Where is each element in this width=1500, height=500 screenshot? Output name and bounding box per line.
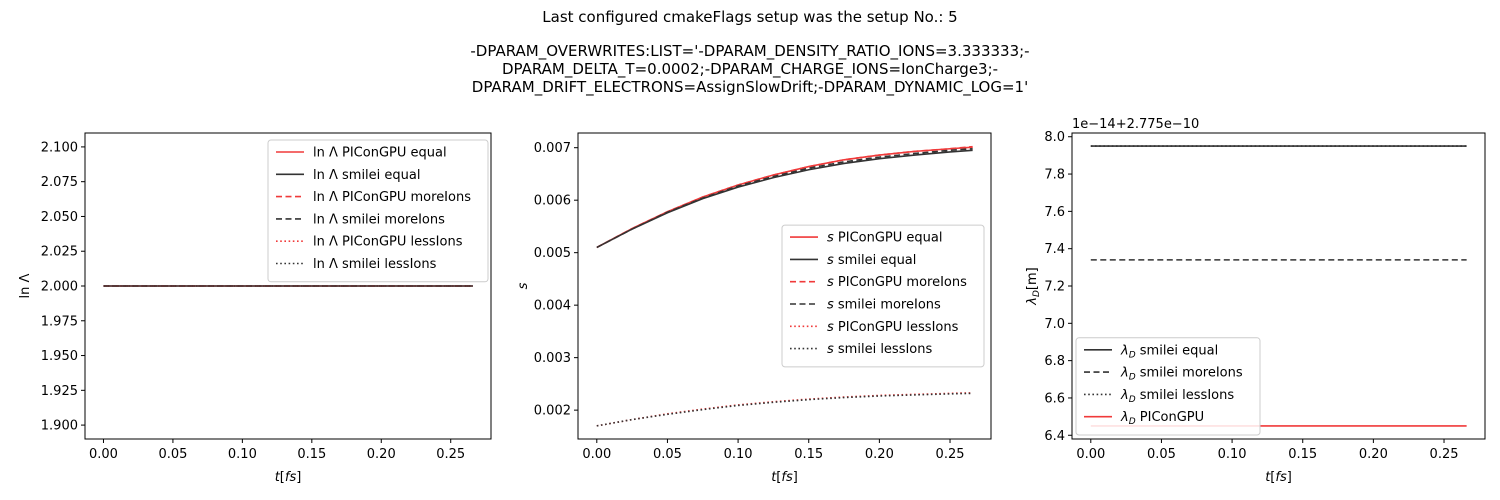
axis-offset-text: 1e−14+2.775e−10 (1072, 117, 1199, 132)
chart-panel-1: 0.00 0.05 0.10 0.15 0.20 0.25 1.900 1.925 1.950 1… (18, 132, 492, 485)
y-tick-label: 0.006 (534, 194, 571, 209)
y-tick-label: 2.100 (41, 140, 78, 155)
x-tick-label: 0.20 (1359, 447, 1388, 462)
x-tick-label: 0.15 (1288, 447, 1317, 462)
legend-entry-label: s PIConGPU moreIons (827, 275, 967, 290)
x-tick-label: 0.00 (1076, 447, 1105, 462)
x-axis-label: t[fs] (275, 470, 302, 485)
y-axis-label: λD[m] (1025, 267, 1042, 305)
legend: λD smilei equal λD smilei moreIons λD smil… (1075, 337, 1261, 436)
y-tick-label: 1.975 (41, 314, 78, 329)
x-tick-label: 0.10 (724, 447, 753, 462)
x-tick-label: 0.20 (367, 447, 396, 462)
y-tick-label: 2.000 (41, 280, 78, 295)
y-tick-label: 7.4 (1044, 242, 1065, 257)
legend-entry-label: s PIConGPU lessIons (827, 320, 959, 335)
legend: s PIConGPU equal s smilei equal s PIConGPU… (781, 224, 985, 368)
y-tick-label: 1.900 (41, 419, 78, 434)
subtitle-line: -DPARAM_OVERWRITES:LIST='-DPARAM_DENSITY… (470, 42, 1030, 60)
legend-entry-label: s smilei equal (827, 253, 916, 268)
legend: ln Λ PIConGPU equal ln Λ smilei equal ln Λ… (267, 139, 489, 283)
x-tick-label: 0.10 (228, 447, 257, 462)
legend-entry-label: ln Λ smilei equal (313, 168, 420, 183)
y-tick-label: 0.007 (534, 141, 571, 156)
x-tick-label: 0.00 (89, 447, 118, 462)
y-tick-label: 7.2 (1044, 280, 1065, 295)
y-tick-label: 6.6 (1044, 391, 1065, 406)
y-tick-label: 1.925 (41, 384, 78, 399)
x-axis-label: t[fs] (771, 470, 798, 485)
y-tick-label: 0.004 (534, 299, 571, 314)
legend-entry-label: ln Λ PIConGPU moreIons (313, 190, 471, 205)
y-tick-label: 0.005 (534, 246, 571, 261)
figure-subtitle: -DPARAM_OVERWRITES:LIST='-DPARAM_DENSITY… (0, 42, 1500, 96)
x-tick-label: 0.05 (1147, 447, 1176, 462)
y-tick-label: 6.8 (1044, 354, 1065, 369)
legend-entry-label: ln Λ PIConGPU lessIons (313, 235, 463, 250)
legend-box (1075, 337, 1261, 436)
x-tick-label: 0.15 (794, 447, 823, 462)
series-group (596, 145, 973, 427)
series-line-5 (596, 392, 973, 427)
subtitle-line: DPARAM_DELTA_T=0.0002;-DPARAM_CHARGE_ION… (501, 60, 999, 78)
legend-box (781, 224, 985, 368)
x-tick-label: 0.25 (936, 447, 965, 462)
y-axis-label: ln Λ (18, 273, 33, 298)
y-tick-label: 7.8 (1044, 168, 1065, 183)
legend-box (267, 139, 489, 283)
y-tick-label: 6.4 (1044, 429, 1065, 444)
y-tick-label: 7.0 (1044, 317, 1065, 332)
x-tick-label: 0.25 (436, 447, 465, 462)
y-tick-label: 0.003 (534, 351, 571, 366)
series-line-6 (596, 392, 973, 427)
figure-title: Last configured cmakeFlags setup was the… (542, 8, 958, 26)
x-tick-label: 0.15 (297, 447, 326, 462)
y-tick-label: 2.075 (41, 175, 78, 190)
axes-frame (577, 132, 992, 440)
x-tick-label: 0.25 (1430, 447, 1459, 462)
x-tick-label: 0.10 (1218, 447, 1247, 462)
subtitle-line: DPARAM_DRIFT_ELECTRONS=AssignSlowDrift;-… (471, 78, 1029, 96)
chart-panel-3: 0.00 0.05 0.10 0.15 0.20 0.25 6.4 6.6 6.8 7.0 7.2 7… (1025, 117, 1486, 485)
x-tick-label: 0.00 (582, 447, 611, 462)
legend-entry-label: λD smilei moreIons (1120, 366, 1243, 383)
legend-entry-label: s smilei moreIons (827, 298, 941, 313)
legend-entry-label: ln Λ smilei lessIons (313, 257, 437, 272)
legend-entry-label: λD PIConGPU (1120, 410, 1204, 427)
legend-entry-label: s PIConGPU equal (827, 231, 943, 246)
x-tick-label: 0.20 (865, 447, 894, 462)
legend-entry-label: λD smilei equal (1120, 343, 1218, 360)
legend-entry-label: λD smilei lessIons (1120, 388, 1234, 405)
y-tick-label: 8.0 (1044, 130, 1065, 145)
legend-entry-label: s smilei lessIons (827, 342, 932, 357)
y-tick-label: 0.002 (534, 404, 571, 419)
series-line-3 (596, 145, 973, 249)
y-tick-label: 2.025 (41, 245, 78, 260)
x-tick-label: 0.05 (653, 447, 682, 462)
x-tick-label: 0.05 (158, 447, 187, 462)
chart-panel-2: 0.00 0.05 0.10 0.15 0.20 0.25 0.002 0.003 0.004 0… (516, 132, 992, 485)
legend-entry-label: ln Λ smilei moreIons (313, 212, 445, 227)
legend-entry-label: ln Λ PIConGPU equal (313, 146, 447, 161)
y-axis-label: s (516, 282, 531, 289)
series-line-4 (596, 147, 973, 249)
y-tick-label: 1.950 (41, 349, 78, 364)
y-tick-label: 2.050 (41, 210, 78, 225)
y-tick-label: 7.6 (1044, 205, 1065, 220)
x-axis-label: t[fs] (1265, 470, 1292, 485)
